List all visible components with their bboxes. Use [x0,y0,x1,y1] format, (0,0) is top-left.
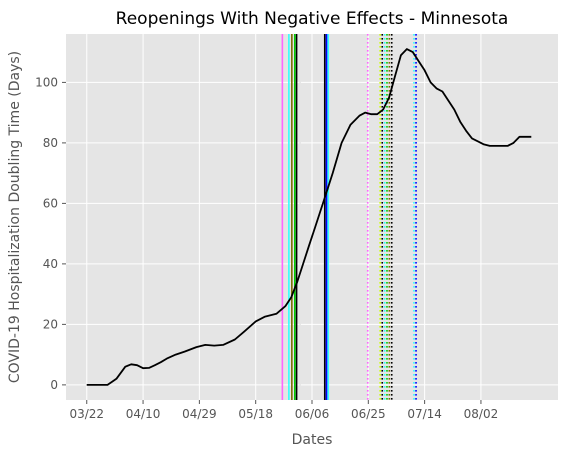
y-tick-label: 80 [43,136,58,150]
chart-title: Reopenings With Negative Effects - Minne… [116,9,509,29]
y-ticks: 0 20 40 60 80 100 [35,75,66,391]
x-tick-label: 06/25 [351,407,386,421]
x-axis-label: Dates [292,432,333,448]
x-tick-label: 06/06 [295,407,330,421]
x-tick-label: 08/02 [464,407,499,421]
x-tick-label: 05/18 [238,407,273,421]
y-tick-label: 40 [43,257,58,271]
x-tick-label: 04/10 [126,407,161,421]
x-tick-label: 04/29 [182,407,217,421]
y-tick-label: 20 [43,317,58,331]
y-tick-label: 60 [43,196,58,210]
x-tick-label: 07/14 [407,407,442,421]
y-axis-label: COVID-19 Hospitalization Doubling Time (… [7,51,23,383]
y-tick-label: 0 [50,378,58,392]
y-tick-label: 100 [35,75,58,89]
x-ticks: 03/22 04/10 04/29 05/18 06/06 06/25 07/14 08/02 [69,400,498,421]
x-tick-label: 03/22 [69,407,104,421]
